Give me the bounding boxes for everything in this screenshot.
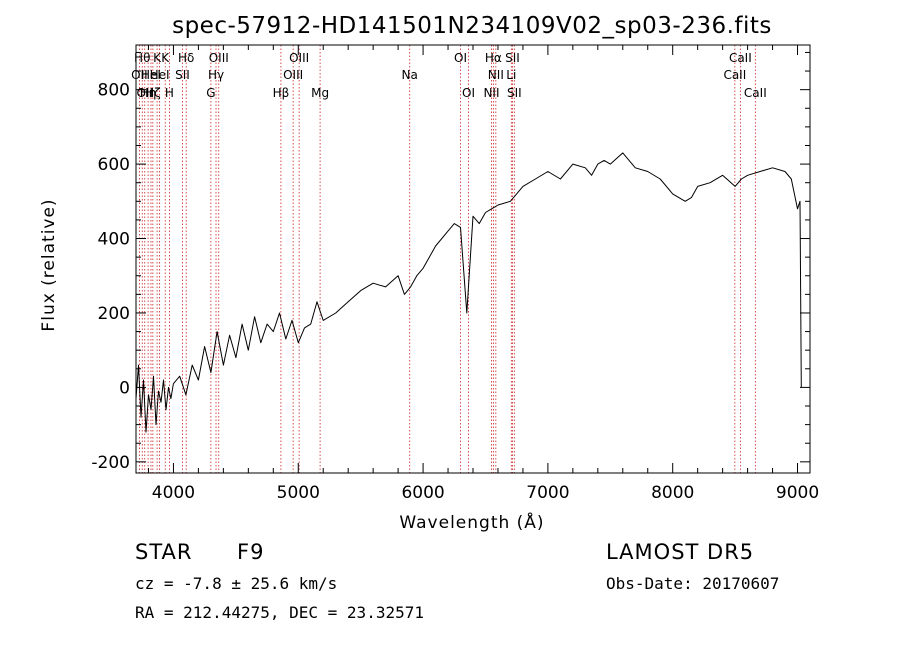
line-marker-label: Hδ: [178, 51, 194, 65]
spectral-line-markers: [138, 45, 756, 473]
line-marker-label: OIII: [289, 51, 309, 65]
spectral-line-labels: OIIHθOIIHηHeIHζKHeIKHSIIHδGHγOIIIHβOIIIO…: [131, 51, 767, 100]
y-tick-label: 400: [98, 230, 130, 250]
line-marker-label: CaII: [729, 51, 752, 65]
line-marker-label: SII: [505, 51, 520, 65]
line-marker-label: G: [206, 86, 215, 100]
line-marker-label: OII: [131, 68, 148, 82]
observation-date: Obs-Date: 20170607: [606, 574, 780, 593]
line-marker-label: Hβ: [273, 86, 290, 100]
line-marker-label: OIII: [283, 68, 303, 82]
line-marker-label: Hα: [485, 51, 502, 65]
line-marker-label: HeI: [150, 68, 170, 82]
y-tick-label: 600: [98, 155, 130, 175]
object-subclass: F9: [237, 540, 265, 564]
line-marker-label: Hθ: [134, 51, 150, 65]
x-tick-label: 8000: [651, 483, 694, 503]
line-marker-label: NII: [483, 86, 499, 100]
line-marker-label: CaII: [723, 68, 746, 82]
plot-frame: [135, 44, 811, 474]
line-marker-label: Mg: [311, 86, 329, 100]
y-tick-label: 800: [98, 81, 130, 101]
line-marker-label: SII: [507, 86, 522, 100]
line-marker-label: H: [165, 86, 174, 100]
line-marker-label: NII: [488, 68, 504, 82]
line-marker-label: K: [153, 51, 162, 65]
line-marker-label: Li: [506, 68, 516, 82]
line-marker-label: K: [161, 51, 170, 65]
redshift-cz: cz = -7.8 ± 25.6 km/s: [135, 574, 338, 593]
x-tick-label: 7000: [526, 483, 569, 503]
line-marker-label: OI: [454, 51, 467, 65]
x-axis: 4000 5000 6000 7000 8000 9000: [147, 45, 819, 503]
y-tick-label: 200: [98, 304, 130, 324]
y-tick-label: 0: [119, 378, 130, 398]
spectrum-line: [135, 152, 802, 433]
spectrum-chart: spec-57912-HD141501N234109V02_sp03-236.f…: [39, 13, 819, 533]
line-marker-label: Hγ: [208, 68, 224, 82]
y-axis-label: Flux (relative): [39, 198, 59, 331]
line-marker-label: OIII: [209, 51, 229, 65]
line-marker-label: SII: [175, 68, 190, 82]
line-marker-label: Hζ: [145, 86, 161, 100]
line-marker-label: CaII: [744, 86, 767, 100]
coordinates: RA = 212.44275, DEC = 23.32571: [135, 603, 424, 622]
y-tick-label: -200: [91, 453, 130, 473]
chart-title: spec-57912-HD141501N234109V02_sp03-236.f…: [172, 13, 772, 39]
line-marker-label: HeI: [141, 68, 161, 82]
line-marker-label: Na: [402, 68, 418, 82]
x-tick-label: 9000: [776, 483, 819, 503]
x-tick-label: 5000: [277, 483, 320, 503]
x-tick-label: 6000: [401, 483, 444, 503]
x-axis-label: Wavelength (Å): [399, 511, 544, 533]
y-axis: -200 0 200 400 600 800: [91, 51, 810, 473]
object-class: STAR: [135, 540, 193, 564]
line-marker-label: OI: [462, 86, 475, 100]
survey-name: LAMOST DR5: [606, 540, 755, 564]
x-tick-label: 4000: [152, 483, 195, 503]
